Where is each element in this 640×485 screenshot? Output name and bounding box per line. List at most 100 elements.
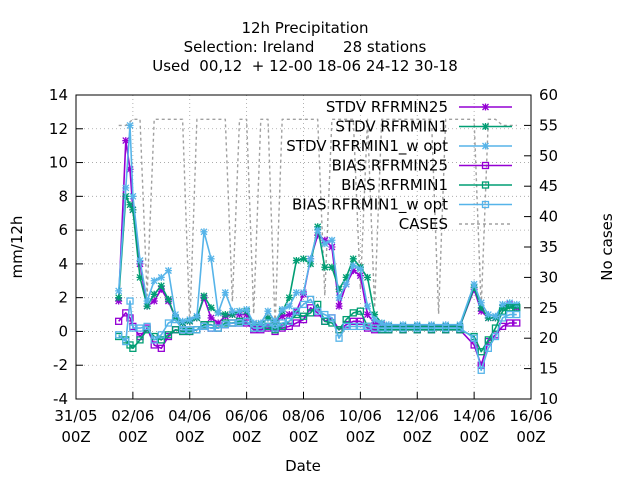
data-point-5 [484,344,492,352]
legend-marker-1 [482,123,489,130]
legend-label-5: BIAS RFRMIN1_w opt [292,196,448,215]
data-point-5 [193,326,201,334]
x-tick-label-date: 16/06 [509,407,552,425]
x-tick-label-hour: 00Z [459,428,488,446]
data-point-4 [321,317,329,325]
data-point-2 [349,262,357,270]
y-tick-label: 2 [58,289,68,307]
y-tick-label: 12 [49,120,68,138]
data-point-1 [335,285,343,293]
data-point-2 [193,312,201,320]
data-point-5 [126,297,134,305]
series-line-5 [118,298,517,372]
data-point-2 [214,309,222,317]
data-point-5 [207,324,215,332]
x-tick-label-date: 04/06 [168,407,211,425]
legend-marker-4 [481,181,490,189]
data-point-2 [228,307,236,315]
y2-tick-label: 55 [539,116,558,134]
series-6 [118,118,517,327]
data-point-2 [499,300,507,308]
y-tick-label: 6 [58,221,68,239]
data-point-0 [214,319,222,327]
data-point-1 [150,290,158,298]
legend-label-1: STDV RFRMIN1 [335,118,448,136]
data-point-3 [356,317,365,325]
data-point-2 [477,299,485,307]
x-tick-label-date: 10/06 [339,407,382,425]
data-point-2 [143,297,151,305]
data-point-3 [157,344,165,352]
legend-label-4: BIAS RFRMIN1 [341,176,448,194]
data-point-2 [307,255,315,263]
data-point-4 [306,309,315,317]
data-point-2 [150,277,158,285]
data-point-2 [278,305,286,313]
data-point-3 [506,319,514,327]
data-point-4 [136,336,144,344]
data-point-2 [157,273,165,281]
data-point-5 [456,324,464,332]
data-point-5 [356,322,365,331]
y2-tick-label: 20 [539,329,558,347]
data-point-1 [207,304,215,312]
x-tick-label-date: 14/06 [453,407,496,425]
data-point-1 [477,304,485,312]
data-point-4 [299,312,308,320]
data-point-5 [200,322,208,331]
axes: -4 -2 0 2 4 6 8 10 12 14 10 15 20 25 30 35 40 45 50 55 60 31/… [49,86,558,446]
data-point-5 [235,319,244,327]
y-tick-label: 4 [58,255,68,273]
data-point-1 [164,295,172,303]
data-point-1 [349,255,357,263]
data-point-4 [477,348,485,356]
data-point-5 [157,331,165,339]
data-point-5 [321,310,329,319]
legend-label-3: BIAS RFRMIN25 [332,157,448,175]
y2-tick-label: 60 [539,86,558,104]
data-point-0 [363,311,371,319]
y-tick-label: -4 [53,390,68,408]
data-point-2 [300,289,307,297]
data-point-2 [356,265,364,273]
x-tick-label-date: 31/05 [54,407,97,425]
data-point-2 [470,280,478,288]
data-point-4 [349,309,357,317]
data-point-4 [164,331,173,339]
series-layer [115,118,521,374]
data-point-5 [214,324,222,332]
x-tick-label-date: 06/06 [225,407,268,425]
data-point-2 [335,294,343,302]
data-point-2 [314,226,322,234]
data-point-2 [136,257,144,265]
data-point-1 [157,282,165,290]
data-point-2 [264,307,272,315]
x-tick-label-hour: 00Z [232,428,261,446]
data-point-4 [356,307,365,315]
data-point-2 [179,317,187,325]
data-point-5 [115,331,123,339]
y2-tick-label: 50 [539,147,558,165]
y2-tick-label: 45 [539,177,558,195]
data-point-0 [335,302,343,310]
legend-marker-2 [482,142,489,150]
data-point-2 [186,316,194,324]
data-point-0 [122,137,130,145]
x-tick-label-hour: 00Z [403,428,432,446]
data-point-2 [243,305,251,313]
data-point-5 [498,314,507,322]
data-point-5 [186,326,194,334]
y-axis-label: mm/12h [8,216,26,279]
chart-subtitle-used: Used 00,12 + 12-00 18-06 24-12 30-18 [152,57,458,75]
data-point-5 [413,324,421,332]
data-point-0 [278,312,286,320]
legend-marker-3 [481,161,490,170]
data-point-3 [126,314,134,322]
data-point-2 [378,319,386,327]
data-point-5 [328,314,336,322]
data-point-5 [385,324,393,332]
data-point-5 [370,324,379,332]
data-point-3 [150,341,158,349]
